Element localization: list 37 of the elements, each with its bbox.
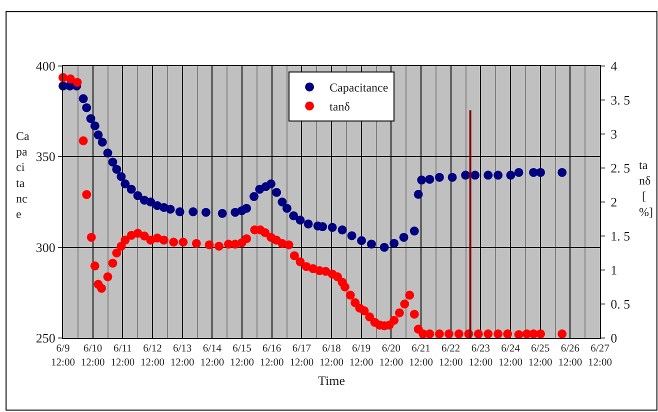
y-tick-label: 350 bbox=[36, 149, 56, 164]
x-tick-label: 6/17 12:00 bbox=[290, 344, 314, 368]
x-tick-label: 6/20 12:00 bbox=[379, 344, 404, 368]
x-tick-label: 6/27 12:00 bbox=[588, 344, 612, 368]
x-tick-label: 6/23 12:00 bbox=[468, 344, 493, 368]
x-tick-label: 6/15 12:00 bbox=[230, 344, 254, 368]
x-tick-label: 6/16 12:00 bbox=[260, 344, 284, 368]
x-tick-label: 6/18 12:00 bbox=[320, 344, 344, 368]
y2-tick-label: 1. 5 bbox=[610, 228, 630, 244]
y2-tick-label: 2. 5 bbox=[610, 160, 630, 176]
x-tick-label: 6/13 12:00 bbox=[170, 344, 194, 368]
x-tick-label: 6/22 12:00 bbox=[438, 344, 463, 368]
y2-tick-label: 0 bbox=[610, 330, 618, 346]
y2-tick-label: 2 bbox=[610, 194, 618, 210]
x-tick-label: 6/14 12:00 bbox=[200, 344, 224, 368]
x-tick-label: 6/25 12:00 bbox=[528, 344, 552, 368]
y-tick-label: 250 bbox=[36, 330, 56, 346]
x-tick-label: 6/10 12:00 bbox=[80, 344, 105, 368]
legend-label: Capacitance bbox=[330, 80, 388, 95]
x-tick-label: 6/11 12:00 bbox=[110, 344, 135, 368]
y-tick-label: 300 bbox=[36, 240, 56, 255]
x-tick-label: 6/19 12:00 bbox=[349, 344, 374, 368]
x-tick-label: 6/12 12:00 bbox=[140, 344, 164, 368]
y-axis-title: Capacitance bbox=[16, 129, 30, 221]
y2-axis-title: tanδ [%] bbox=[639, 158, 653, 219]
y2-tick-label: 3. 5 bbox=[610, 92, 630, 108]
x-tick-label: 6/21 12:00 bbox=[409, 344, 433, 368]
y2-tick-label: 1 bbox=[610, 262, 618, 278]
y2-tick-label: 3 bbox=[610, 126, 618, 142]
x-tick-label: 6/24 12:00 bbox=[498, 344, 522, 368]
x-axis-title: Time bbox=[318, 372, 346, 388]
legend-label: tanδ bbox=[330, 100, 350, 114]
y2-tick-label: 0. 5 bbox=[610, 296, 630, 312]
x-tick-label: 6/26 12:00 bbox=[558, 344, 582, 368]
y2-tick-label: 4 bbox=[610, 58, 618, 74]
x-tick-label: 6/9 12:00 bbox=[51, 344, 75, 368]
y-tick-label: 400 bbox=[36, 58, 56, 74]
